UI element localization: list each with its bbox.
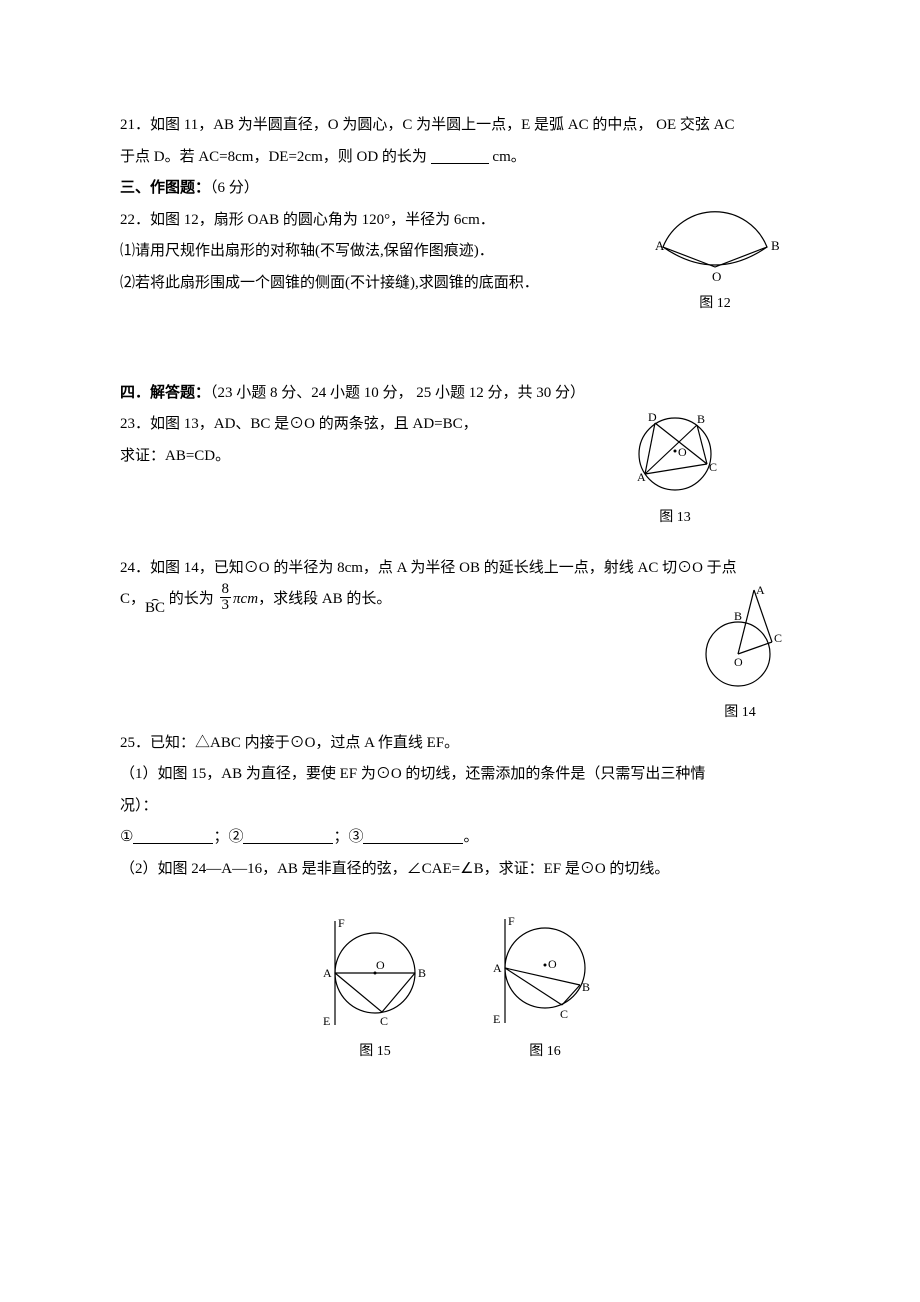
svg-text:F: F (508, 914, 515, 928)
q24-text-c: ，求线段 AB 的长。 (258, 591, 391, 607)
q25-blank-1 (133, 827, 213, 845)
q23-text-col: 23．如图 13，AD、BC 是⊙O 的两条弦，且 AD=BC， 求证：AB=C… (120, 409, 600, 472)
svg-text:A: A (756, 584, 765, 597)
svg-text:B: B (734, 609, 742, 623)
svg-text:O: O (734, 655, 743, 669)
q21-text-b: 于点 D。若 AC=8cm，DE=2cm，则 OD 的长为 (120, 149, 427, 165)
q25-l3d: 。 (463, 829, 478, 845)
section-3-heading: 三、作图题：（6 分） (120, 173, 800, 205)
q25-line4: （2）如图 24—A—16，AB 是非直径的弦，∠CAE=∠B，求证：EF 是⊙… (120, 854, 800, 886)
figure-15-caption: 图 15 (310, 1037, 440, 1066)
q22-row: 22．如图 12，扇形 OAB 的圆心角为 120°，半径为 6cm． ⑴请用尺… (120, 205, 800, 318)
figure-13-caption: 图 13 (600, 503, 750, 532)
q25-blank-2 (243, 827, 333, 845)
svg-text:O: O (678, 445, 687, 459)
svg-text:B: B (697, 412, 705, 426)
q21-line1: 21．如图 11，AB 为半圆直径，O 为圆心，C 为半圆上一点，E 是弧 AC… (120, 110, 800, 142)
spacer-2 (120, 533, 800, 553)
q22-line1: 22．如图 12，扇形 OAB 的圆心角为 120°，半径为 6cm． (120, 205, 630, 237)
svg-text:A: A (493, 961, 502, 975)
figure-13-svg: A B C D O (615, 409, 735, 499)
q25-blank-3 (363, 827, 463, 845)
q24-picm: πcm (233, 591, 258, 607)
q24-row: C，⌢BC 的长为 83πcm，求线段 AB 的长。 A B C O 图 14 (120, 584, 800, 727)
svg-text:C: C (380, 1014, 388, 1028)
svg-text:O: O (712, 269, 721, 284)
figure-16-caption: 图 16 (480, 1037, 610, 1066)
svg-text:C: C (709, 460, 717, 474)
svg-text:O: O (376, 958, 385, 972)
svg-text:D: D (648, 410, 657, 424)
q23-row: 23．如图 13，AD、BC 是⊙O 的两条弦，且 AD=BC， 求证：AB=C… (120, 409, 800, 532)
q22-text-col: 22．如图 12，扇形 OAB 的圆心角为 120°，半径为 6cm． ⑴请用尺… (120, 205, 630, 300)
figures-15-16: F A B C E O 图 15 F A B C E O 图 16 (120, 913, 800, 1066)
sec4-score: （23 小题 8 分、24 小题 10 分， 25 小题 12 分，共 30 分… (210, 385, 585, 401)
q21-line2: 于点 D。若 AC=8cm，DE=2cm，则 OD 的长为 cm。 (120, 142, 800, 174)
svg-text:A: A (655, 238, 665, 253)
q24-line2: C，⌢BC 的长为 83πcm，求线段 AB 的长。 (120, 584, 680, 616)
svg-text:O: O (548, 957, 557, 971)
q25-line2: （1）如图 15，AB 为直径，要使 EF 为⊙O 的切线，还需添加的条件是（只… (120, 759, 800, 791)
figure-15: F A B C E O 图 15 (310, 913, 440, 1066)
figure-14-svg: A B C O (690, 584, 790, 694)
figure-12-svg: A B O (635, 205, 795, 285)
figure-16: F A B C E O 图 16 (480, 913, 610, 1066)
q22-line3: ⑵若将此扇形围成一个圆锥的侧面(不计接缝),求圆锥的底面积． (120, 268, 630, 300)
svg-text:C: C (560, 1007, 568, 1021)
sec3-score: （6 分） (210, 180, 259, 196)
arc-bc: ⌢BC (145, 595, 165, 614)
svg-text:B: B (418, 966, 426, 980)
svg-text:E: E (493, 1012, 500, 1026)
figure-13: A B C D O 图 13 (600, 409, 750, 532)
svg-text:A: A (323, 966, 332, 980)
figure-12-caption: 图 12 (630, 289, 800, 318)
q24-line1: 24．如图 14，已知⊙O 的半径为 8cm，点 A 为半径 OB 的延长线上一… (120, 553, 800, 585)
q25-l3b: ；② (213, 829, 243, 845)
q21-blank (431, 146, 489, 164)
figure-12: A B O 图 12 (630, 205, 800, 318)
q24-text-a: C， (120, 591, 145, 607)
q21-text-c: cm。 (492, 149, 525, 165)
svg-text:B: B (582, 980, 590, 994)
q25-l3c: ；③ (333, 829, 363, 845)
svg-text:E: E (323, 1014, 330, 1028)
spacer-1 (120, 318, 800, 378)
svg-text:A: A (637, 470, 646, 484)
svg-text:C: C (774, 631, 782, 645)
fraction-8-3: 83 (220, 582, 232, 613)
sec3-title: 三、作图题： (120, 180, 210, 196)
q23-line2: 求证：AB=CD。 (120, 441, 600, 473)
svg-text:F: F (338, 916, 345, 930)
q24-text-col: C，⌢BC 的长为 83πcm，求线段 AB 的长。 (120, 584, 680, 616)
q23-line1: 23．如图 13，AD、BC 是⊙O 的两条弦，且 AD=BC， (120, 409, 600, 441)
q25-l3a: ① (120, 829, 133, 845)
q24-text-b: 的长为 (165, 591, 214, 607)
figure-14-caption: 图 14 (680, 698, 800, 727)
figure-15-svg: F A B C E O (310, 913, 440, 1033)
q22-line2: ⑴请用尺规作出扇形的对称轴(不写做法,保留作图痕迹)． (120, 236, 630, 268)
section-4-heading: 四．解答题：（23 小题 8 分、24 小题 10 分， 25 小题 12 分，… (120, 378, 800, 410)
svg-text:B: B (771, 238, 780, 253)
sec4-title: 四．解答题： (120, 385, 210, 401)
figure-16-svg: F A B C E O (480, 913, 610, 1033)
q25-line2b: 况）： (120, 791, 800, 823)
q25-line3: ① ；② ；③ 。 (120, 822, 800, 854)
q25-line1: 25．已知：△ABC 内接于⊙O，过点 A 作直线 EF。 (120, 728, 800, 760)
figure-14: A B C O 图 14 (680, 584, 800, 727)
